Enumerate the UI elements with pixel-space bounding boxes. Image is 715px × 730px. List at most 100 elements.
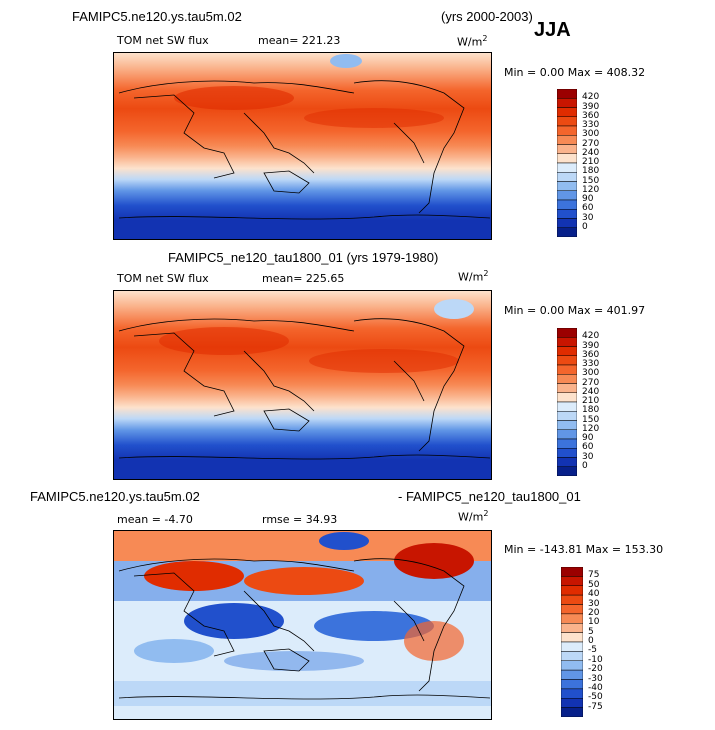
colorbar-box: [561, 613, 583, 624]
colorbar-label: -10: [588, 654, 603, 665]
colorbar-label: 270: [582, 377, 600, 388]
panel3-minmax: Min = -143.81 Max = 153.30: [504, 543, 664, 556]
colorbar-label: 60: [582, 442, 594, 453]
colorbar-box: [561, 679, 583, 690]
colorbar-label: 300: [582, 129, 600, 140]
colorbar-box: [557, 383, 577, 393]
colorbar-box: [557, 374, 577, 384]
colorbar-label: 330: [582, 120, 600, 130]
colorbar-label: 390: [582, 101, 600, 112]
colorbar-box: [557, 199, 577, 210]
panel1-mean: mean= 221.23: [258, 34, 341, 47]
colorbar-label: 10: [588, 617, 600, 628]
colorbar-label: -50: [588, 692, 603, 703]
panel2-variable: TOM net SW flux: [117, 272, 209, 285]
colorbar-label: 40: [588, 589, 600, 600]
colorbar-box: [561, 567, 583, 577]
panel3-units: W/m2: [458, 509, 489, 524]
colorbar-box: [557, 218, 577, 228]
colorbar-box: [557, 209, 577, 219]
panel3-title-left: FAMIPC5.ne120.ys.tau5m.02: [30, 489, 200, 504]
colorbar-label: 210: [582, 396, 600, 406]
colorbar-box: [557, 190, 577, 201]
colorbar-label: 90: [582, 194, 594, 204]
colorbar-label: 60: [582, 203, 594, 214]
panel3-title-right: - FAMIPC5_ne120_tau1800_01: [398, 489, 581, 504]
colorbar-box: [557, 172, 577, 182]
panel1-variable: TOM net SW flux: [117, 34, 209, 47]
colorbar-box: [557, 328, 577, 338]
case1-title: FAMIPC5.ne120.ys.tau5m.02: [72, 9, 242, 24]
season-label: JJA: [534, 19, 571, 41]
colorbar-label: 50: [588, 579, 600, 590]
colorbar-label: 0: [582, 460, 588, 471]
colorbar-box: [557, 107, 577, 117]
colorbar-label: 420: [582, 92, 600, 103]
colorbar-label: 240: [582, 386, 600, 397]
colorbar-box: [557, 125, 577, 136]
colorbar-label: -75: [588, 701, 603, 712]
colorbar-box: [557, 466, 577, 476]
colorbar-label: 150: [582, 414, 600, 425]
colorbar-box: [561, 669, 583, 680]
colorbar-box: [561, 660, 583, 671]
colorbar-box: [561, 623, 583, 633]
colorbar-label: 90: [582, 433, 594, 443]
colorbar-box: [557, 411, 577, 421]
colorbar-label: 360: [582, 349, 600, 360]
colorbar-box: [557, 429, 577, 440]
colorbar-box: [557, 420, 577, 430]
panel1-map: [113, 52, 492, 240]
colorbar-label: 180: [582, 405, 600, 416]
panel2-minmax: Min = 0.00 Max = 401.97: [504, 304, 646, 317]
colorbar-box: [561, 688, 583, 699]
colorbar-label: -30: [588, 673, 603, 684]
colorbar-box: [557, 438, 577, 449]
colorbar-box: [561, 594, 583, 605]
colorbar-box: [557, 89, 577, 99]
colorbar-box: [561, 604, 583, 615]
colorbar-box: [561, 641, 583, 652]
colorbar-box: [557, 144, 577, 154]
colorbar-box: [557, 346, 577, 356]
colorbar-box: [561, 585, 583, 596]
panel3-colorbar: [561, 567, 583, 717]
panel1-units: W/m2: [457, 34, 488, 49]
colorbar-box: [557, 457, 577, 467]
panel1-colorbar: [557, 89, 577, 237]
panel1-minmax: Min = 0.00 Max = 408.32: [504, 66, 646, 79]
colorbar-box: [561, 707, 583, 717]
colorbar-label: 30: [582, 212, 594, 223]
colorbar-box: [557, 337, 577, 347]
panel2-map: [113, 290, 492, 480]
colorbar-label: 150: [582, 175, 600, 186]
panel2-colorbar: [557, 328, 577, 476]
colorbar-label: -5: [588, 645, 597, 656]
colorbar-box: [557, 98, 577, 108]
colorbar-label: 30: [582, 451, 594, 462]
colorbar-label: 0: [582, 221, 588, 232]
panel2-mean: mean= 225.65: [262, 272, 345, 285]
colorbar-box: [557, 448, 577, 458]
panel2-title: FAMIPC5_ne120_tau1800_01 (yrs 1979-1980): [168, 250, 439, 265]
colorbar-box: [557, 355, 577, 366]
colorbar-box: [561, 576, 583, 586]
colorbar-label: 300: [582, 368, 600, 379]
colorbar-label: 420: [582, 331, 600, 342]
colorbar-label: -20: [588, 664, 603, 675]
panel3-map: [113, 530, 492, 720]
case1-years: (yrs 2000-2003): [441, 9, 533, 24]
colorbar-box: [557, 181, 577, 191]
colorbar-label: 210: [582, 157, 600, 167]
colorbar-label: 20: [588, 607, 600, 618]
panel3-mean: mean = -4.70: [117, 513, 193, 526]
colorbar-label: 360: [582, 110, 600, 121]
colorbar-label: 390: [582, 340, 600, 351]
panel2-units: W/m2: [458, 269, 489, 284]
colorbar-label: -40: [588, 682, 603, 693]
colorbar-box: [557, 162, 577, 173]
colorbar-box: [557, 227, 577, 237]
colorbar-box: [557, 392, 577, 403]
colorbar-box: [557, 135, 577, 145]
colorbar-box: [561, 632, 583, 643]
